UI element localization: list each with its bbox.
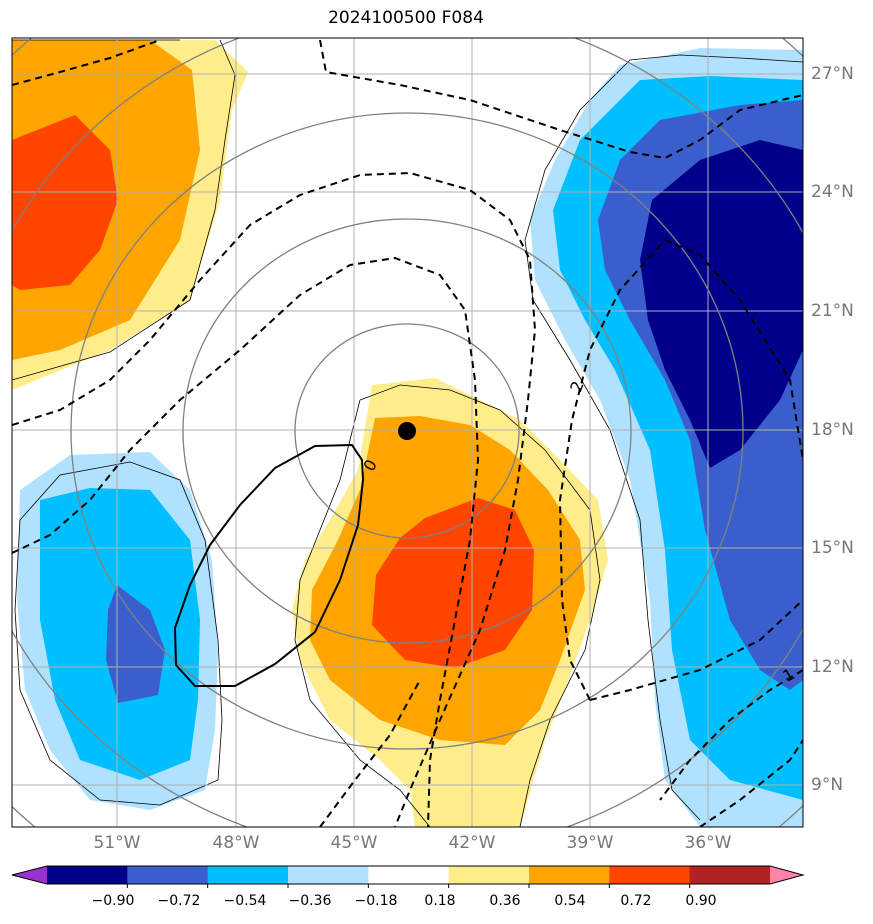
colorbar-tick-label: −0.72: [157, 893, 201, 909]
lat-label: 24°N: [811, 182, 854, 202]
lat-label: 27°N: [811, 64, 854, 84]
lon-label: 39°W: [566, 833, 614, 853]
lon-label: 51°W: [93, 833, 141, 853]
colorbar-tick-label: 0.54: [554, 893, 586, 909]
colorbar-outline: [11, 865, 805, 885]
colorbar-tick-label: −0.36: [288, 893, 332, 909]
colorbar-bin: [448, 866, 530, 884]
colorbar-tick-label: −0.54: [223, 893, 267, 909]
lon-label: 36°W: [684, 833, 732, 853]
colorbar-tick-label: −0.18: [354, 893, 398, 909]
colorbar-bin: [288, 866, 369, 884]
graticule: [12, 38, 803, 827]
lon-label: 42°W: [448, 833, 496, 853]
lat-label: 21°N: [811, 301, 854, 321]
colorbar-bin: [529, 866, 610, 884]
colorbar-bin: [47, 866, 128, 884]
lat-label: 9°N: [811, 775, 844, 795]
colorbar-bin: [689, 866, 771, 884]
colorbar-tick-label: 0.72: [620, 893, 652, 909]
colorbar-bin: [609, 866, 691, 884]
map-frame: [11, 37, 804, 828]
storm-center-marker: [398, 422, 416, 440]
lon-label: 48°W: [212, 833, 260, 853]
colorbar-bin: [127, 866, 209, 884]
zero-contour-solid: [173, 443, 365, 687]
lat-label: 12°N: [811, 657, 854, 677]
lon-label: 45°W: [330, 833, 378, 853]
lat-label: 15°N: [811, 538, 854, 558]
colorbar-tick-label: −0.90: [91, 893, 135, 909]
dashed-contours: [12, 39, 803, 827]
shading-northwest-positive: [12, 40, 248, 390]
colorbar-bin: [368, 866, 450, 884]
shading-east-negative: [530, 48, 803, 827]
lat-label: 18°N: [811, 420, 854, 440]
colorbar-tick-label: 0.36: [489, 893, 521, 909]
contour-label-two: 2: [566, 378, 587, 394]
colorbar-bin: [207, 866, 289, 884]
colorbar-bin: [770, 866, 803, 884]
colorbar-tick-label: 0.18: [424, 893, 456, 909]
colorbar-bin: [12, 866, 47, 884]
thin-contours: [12, 39, 803, 827]
colorbar: [11, 865, 805, 888]
shading-central-positive: [292, 378, 608, 827]
colorbar-tick-label: 0.90: [685, 893, 717, 909]
plot-title: 2024100500 F084: [328, 8, 484, 28]
